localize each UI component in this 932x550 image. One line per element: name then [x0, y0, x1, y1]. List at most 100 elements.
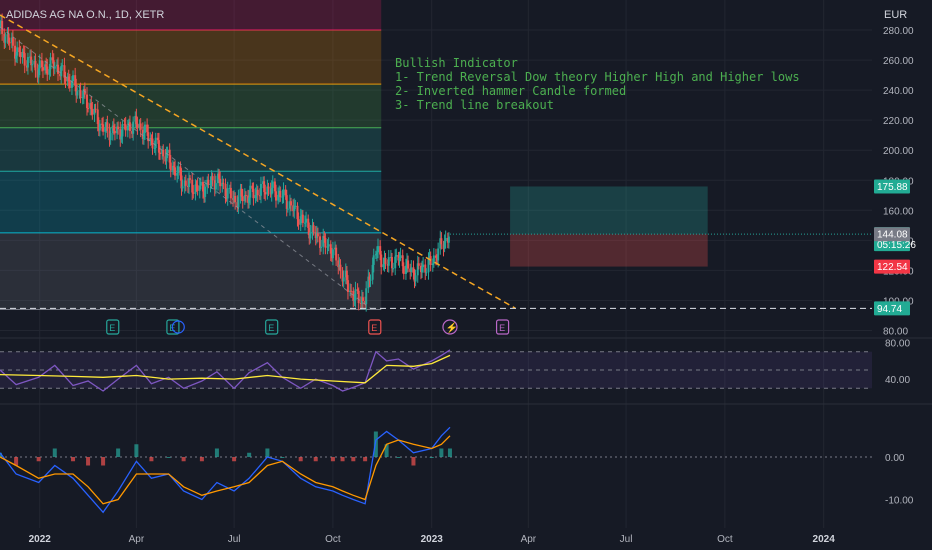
candle-body — [26, 57, 29, 68]
candle-body — [273, 181, 276, 192]
macd-histogram-bar — [71, 457, 76, 462]
candle-body — [412, 267, 415, 273]
candle-body — [228, 187, 231, 189]
candle-body — [237, 196, 240, 208]
candle-body — [326, 246, 329, 248]
candle-body — [45, 64, 48, 67]
candle-body — [297, 219, 300, 225]
candle-body — [41, 67, 44, 71]
candle-body — [181, 186, 184, 189]
candle-body — [63, 65, 66, 78]
event-earnings-label: E — [109, 323, 115, 333]
candle-body — [437, 248, 440, 261]
candle-body — [70, 81, 73, 88]
candle-body — [324, 238, 327, 248]
candle-body — [91, 109, 94, 115]
candle-body — [443, 241, 446, 249]
candle-body — [425, 272, 428, 274]
candle-body — [198, 185, 201, 191]
candle-body — [404, 265, 407, 274]
candle-body — [417, 263, 420, 266]
candle-body — [442, 244, 445, 249]
candle-body — [427, 259, 430, 273]
candle-body — [48, 69, 51, 75]
candle-body — [382, 264, 385, 268]
candle-body — [123, 124, 126, 126]
symbol-title[interactable]: ADIDAS AG NA O.N., 1D, XETR — [6, 9, 165, 21]
event-dividend-icon — [171, 320, 185, 334]
candle-body — [46, 66, 49, 75]
macd-histogram-bar — [411, 457, 416, 466]
candle-body — [269, 188, 272, 195]
annotation-note[interactable]: Bullish Indicator 1- Trend Reversal Dow … — [395, 56, 800, 112]
candle-body — [311, 225, 314, 233]
candle-body — [277, 194, 280, 201]
candle-body — [345, 270, 348, 281]
candle-body — [424, 264, 427, 273]
candle-body — [296, 205, 299, 220]
candle-body — [174, 167, 177, 176]
candle-body — [331, 249, 334, 259]
candle-body — [364, 300, 367, 305]
candle-body — [329, 244, 332, 254]
x-tick-label-8: 2024 — [813, 534, 836, 545]
candle-body — [446, 237, 449, 243]
macd-histogram-bar — [166, 457, 171, 458]
candle-body — [301, 214, 304, 223]
price-tag-label: 94.74 — [877, 304, 902, 315]
annotation-point-3: 3- Trend line breakout — [395, 98, 554, 112]
candle-body — [371, 264, 374, 280]
candle-body — [335, 247, 338, 261]
candle-body — [67, 76, 70, 82]
candle-body — [368, 276, 371, 281]
candle-body — [284, 189, 287, 196]
candle-body — [138, 123, 141, 128]
candle-body — [319, 236, 322, 248]
candle-body — [141, 129, 144, 139]
candle-body — [224, 183, 227, 197]
candle-body — [183, 180, 186, 187]
candle-body — [53, 66, 56, 69]
candle-body — [271, 181, 274, 188]
candle-body — [21, 51, 24, 58]
rsi-line — [0, 349, 451, 392]
candle-body — [344, 270, 347, 278]
candle-body — [251, 185, 254, 189]
candle-body — [219, 178, 222, 187]
candle-body — [360, 297, 363, 304]
macd-histogram-bar — [116, 448, 121, 457]
candle-body — [322, 236, 325, 247]
candle-body — [315, 233, 318, 239]
y-tick-label-7: 220.00 — [883, 116, 914, 127]
candle-body — [98, 123, 101, 131]
candle-body — [113, 130, 116, 134]
candle-body — [134, 115, 137, 122]
candle-body — [312, 225, 315, 233]
x-tick-label-3: Oct — [325, 534, 341, 545]
candle-body — [233, 195, 236, 200]
candle-body — [236, 202, 239, 208]
candle-body — [68, 81, 71, 88]
candle-body — [240, 188, 243, 197]
candle-body — [252, 188, 255, 199]
event-earnings-label: E — [499, 323, 505, 333]
y-tick-label-6: 200.00 — [883, 146, 914, 157]
event-split-label: ⚡ — [445, 321, 457, 334]
candle-body — [384, 258, 387, 264]
candle-body — [6, 34, 9, 37]
annotation-title: Bullish Indicator — [395, 56, 518, 70]
candle-body — [349, 290, 352, 292]
candle-body — [85, 94, 88, 109]
candle-body — [102, 124, 105, 132]
candle-body — [254, 195, 257, 199]
candle-body — [90, 103, 93, 110]
candle-body — [14, 45, 17, 59]
candle-body — [247, 195, 250, 203]
candle-body — [374, 254, 377, 256]
event-earnings-icon — [495, 319, 510, 335]
price-tag-4: 94.74 — [874, 301, 910, 316]
candle-body — [342, 277, 345, 282]
candle-body — [168, 149, 171, 163]
candle-body — [290, 201, 293, 206]
candle-body — [136, 124, 139, 128]
